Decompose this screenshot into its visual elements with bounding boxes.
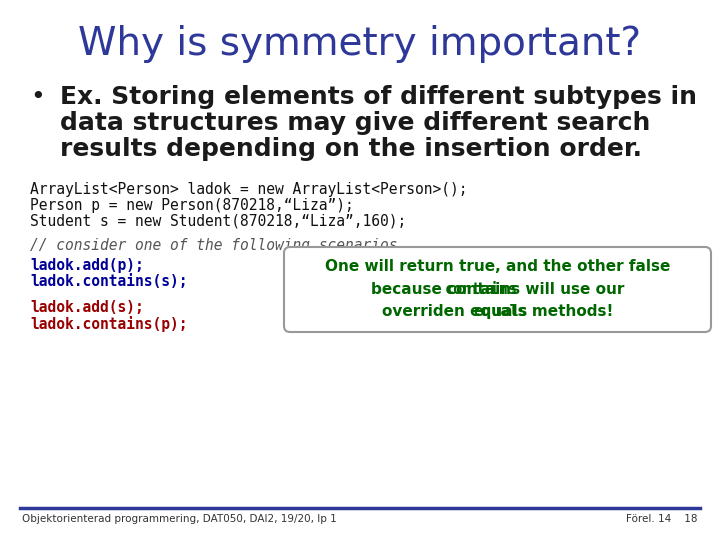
- Text: Ex. Storing elements of different subtypes in: Ex. Storing elements of different subtyp…: [60, 85, 697, 109]
- Text: because contains will use our: because contains will use our: [371, 282, 624, 297]
- Text: Person p = new Person(870218,“Liza”);: Person p = new Person(870218,“Liza”);: [30, 198, 354, 213]
- Text: ArrayList<Person> ladok = new ArrayList<Person>();: ArrayList<Person> ladok = new ArrayList<…: [30, 182, 467, 197]
- Text: ladok.add(p);: ladok.add(p);: [30, 258, 144, 273]
- Text: One will return true, and the other false: One will return true, and the other fals…: [325, 259, 670, 274]
- Text: overriden equals methods!: overriden equals methods!: [382, 304, 613, 319]
- Text: // consider one of the following scenarios: // consider one of the following scenari…: [30, 238, 397, 253]
- Text: Objektorienterad programmering, DAT050, DAI2, 19/20, lp 1: Objektorienterad programmering, DAT050, …: [22, 514, 337, 524]
- Text: ladok.contains(s);: ladok.contains(s);: [30, 274, 187, 289]
- Text: ladok.add(s);: ladok.add(s);: [30, 300, 144, 315]
- Text: •: •: [30, 85, 45, 109]
- Text: equals: equals: [473, 304, 528, 319]
- Text: Förel. 14    18: Förel. 14 18: [626, 514, 698, 524]
- Text: ladok.contains(p);: ladok.contains(p);: [30, 316, 187, 332]
- Text: Student s = new Student(870218,“Liza”,160);: Student s = new Student(870218,“Liza”,16…: [30, 214, 406, 229]
- Text: results depending on the insertion order.: results depending on the insertion order…: [60, 137, 642, 161]
- FancyBboxPatch shape: [284, 247, 711, 332]
- Text: Why is symmetry important?: Why is symmetry important?: [78, 25, 642, 63]
- Text: data structures may give different search: data structures may give different searc…: [60, 111, 650, 135]
- Text: contains: contains: [445, 282, 518, 297]
